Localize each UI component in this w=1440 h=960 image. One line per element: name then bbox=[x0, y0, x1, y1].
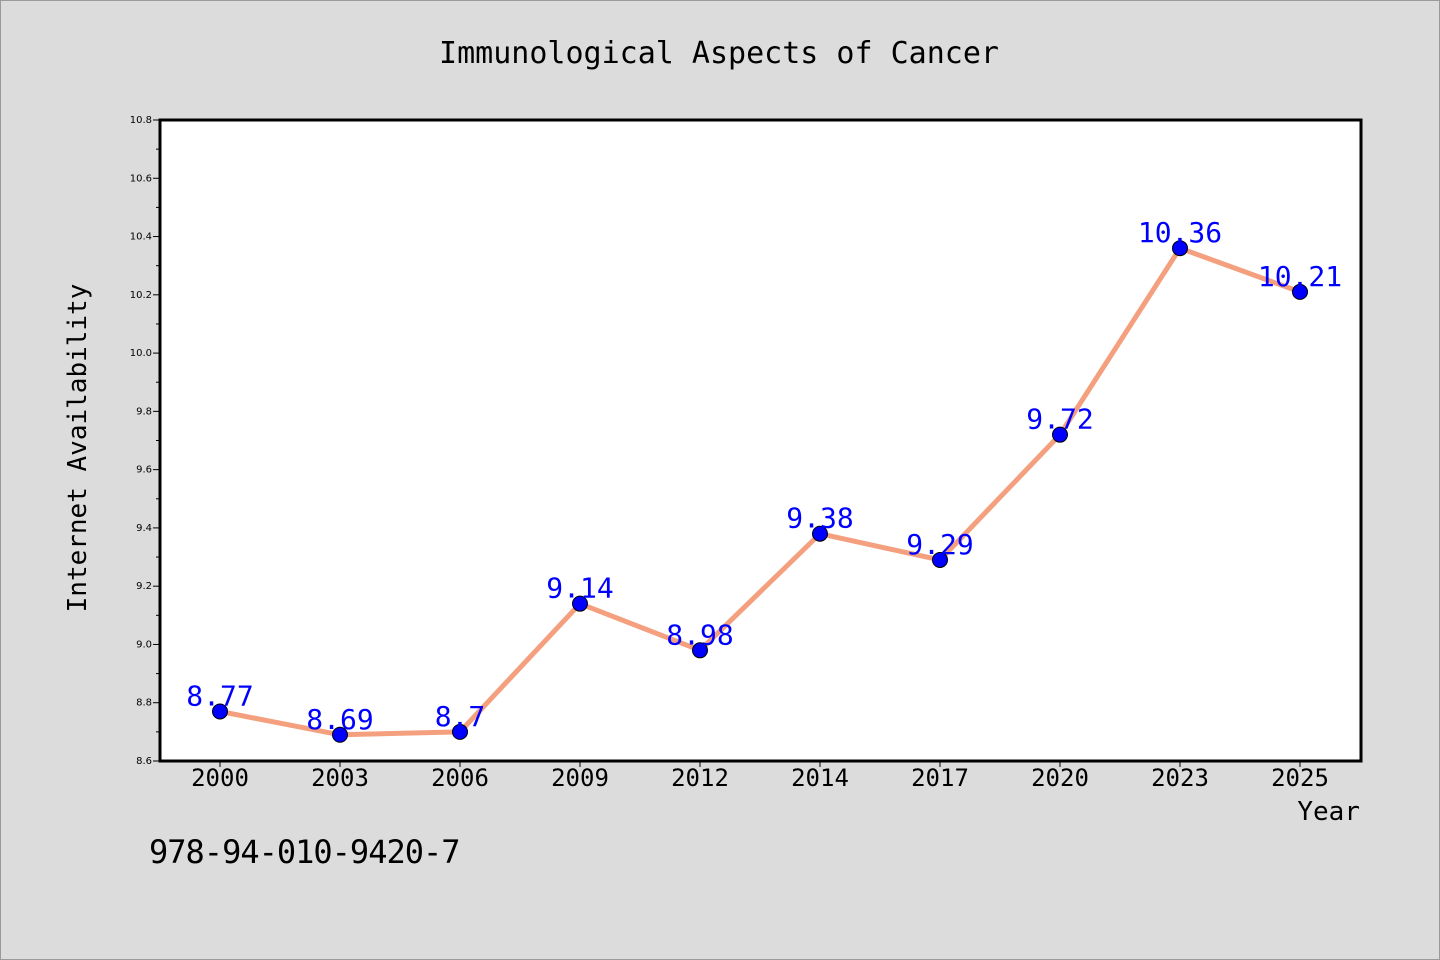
data-label: 8.77 bbox=[186, 679, 253, 712]
data-point bbox=[572, 595, 588, 612]
y-tick-label: 8.8 bbox=[136, 698, 152, 709]
x-tick-label: 2006 bbox=[431, 764, 489, 792]
x-tick-label: 2009 bbox=[551, 764, 609, 792]
x-tick-label: 2014 bbox=[791, 764, 849, 792]
x-tick-label: 2000 bbox=[191, 764, 249, 792]
data-point bbox=[332, 726, 348, 743]
data-point bbox=[1172, 240, 1188, 257]
data-points bbox=[212, 240, 1308, 743]
x-axis-label: Year bbox=[1297, 797, 1360, 827]
data-point bbox=[932, 551, 948, 568]
y-tick-label: 9.4 bbox=[136, 523, 152, 534]
data-label: 9.38 bbox=[786, 502, 853, 535]
data-label: 10.21 bbox=[1258, 260, 1342, 293]
x-tick-label: 2020 bbox=[1031, 764, 1089, 792]
data-point bbox=[1052, 426, 1068, 443]
series-line-group bbox=[219, 245, 1301, 738]
series-line bbox=[219, 245, 1301, 738]
x-tick-label: 2023 bbox=[1151, 764, 1209, 792]
data-label: 9.72 bbox=[1026, 403, 1093, 436]
y-tick-label: 9.6 bbox=[136, 465, 152, 476]
isbn-text: 978-94-010-9420-7 bbox=[149, 833, 461, 871]
data-label: 9.14 bbox=[546, 572, 613, 605]
data-label: 8.69 bbox=[306, 703, 373, 736]
x-tick-label: 2025 bbox=[1271, 764, 1329, 792]
plot-area bbox=[158, 118, 1363, 763]
data-point bbox=[812, 525, 828, 542]
x-tick-label: 2003 bbox=[311, 764, 369, 792]
x-tick-label: 2017 bbox=[911, 764, 969, 792]
y-tick-label: 8.6 bbox=[136, 756, 152, 767]
data-label: 10.36 bbox=[1138, 216, 1222, 249]
data-label: 8.98 bbox=[666, 618, 733, 651]
data-label: 8.7 bbox=[435, 700, 486, 733]
y-tick-label: 10.2 bbox=[130, 290, 152, 301]
y-tick-label: 10.6 bbox=[130, 173, 152, 184]
x-tick-label: 2012 bbox=[671, 764, 729, 792]
y-tick-label: 10.8 bbox=[130, 115, 152, 126]
y-tick-label: 10.0 bbox=[130, 348, 152, 359]
x-axis: 2000 2003 2006 2009 2012 2014 2017 2020 2023 2025 bbox=[191, 761, 1329, 792]
data-labels: 8.77 8.69 8.7 9.14 8.98 9.38 9.29 9.72 10.36 10.2… bbox=[186, 216, 1342, 736]
data-point bbox=[212, 703, 228, 720]
data-point bbox=[452, 723, 468, 740]
chart-title: Immunological Aspects of Cancer bbox=[439, 36, 999, 71]
y-axis-label: Internet Availability bbox=[63, 284, 93, 613]
y-tick-label: 10.4 bbox=[130, 232, 152, 243]
y-tick-label: 9.8 bbox=[136, 406, 152, 417]
y-axis: 8.6 8.8 9.0 9.2 9.4 9.6 9.8 10.0 10.2 10.4 10.6 10.… bbox=[130, 115, 160, 767]
y-tick-label: 9.2 bbox=[136, 581, 152, 592]
y-tick-label: 9.0 bbox=[136, 639, 152, 650]
data-label: 9.29 bbox=[906, 528, 973, 561]
data-point bbox=[692, 642, 708, 659]
data-point bbox=[1292, 283, 1308, 300]
